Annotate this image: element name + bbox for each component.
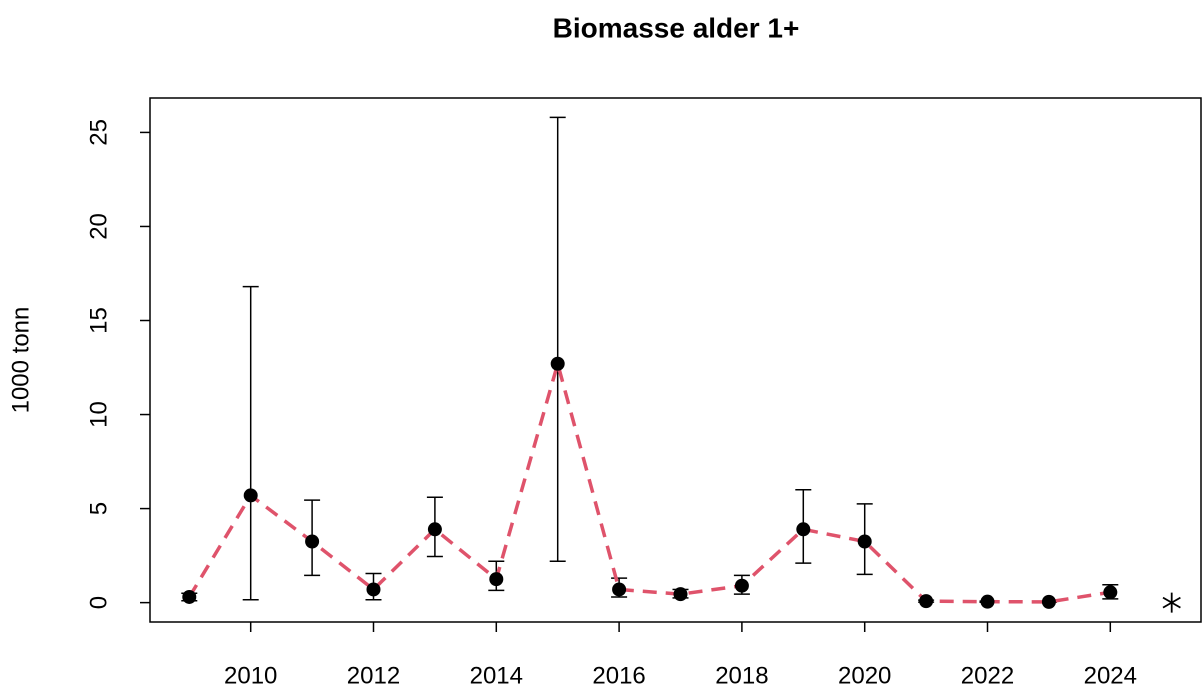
y-tick-label: 0 xyxy=(85,596,112,609)
point xyxy=(243,488,258,503)
y-tick-label: 25 xyxy=(85,119,112,146)
y-axis-label: 1000 tonn xyxy=(7,307,34,414)
point xyxy=(1103,585,1118,600)
x-tick-label: 2024 xyxy=(1084,662,1137,689)
point xyxy=(1041,594,1056,609)
y-tick-label: 5 xyxy=(85,502,112,515)
point xyxy=(305,534,320,549)
y-tick-label: 10 xyxy=(85,401,112,428)
point xyxy=(857,534,872,549)
extra-point xyxy=(1162,592,1181,613)
point xyxy=(796,522,811,537)
point xyxy=(612,582,627,597)
point xyxy=(489,572,504,587)
plot-box xyxy=(149,97,1202,623)
series-line xyxy=(187,357,1111,604)
chart-title: Biomasse alder 1+ xyxy=(553,12,800,43)
error-bar xyxy=(242,285,259,601)
point xyxy=(919,594,934,609)
point xyxy=(182,589,197,604)
x-tick-label: 2016 xyxy=(592,662,645,689)
point xyxy=(550,356,565,371)
y-tick-label: 20 xyxy=(85,213,112,240)
y-tick-label: 15 xyxy=(85,307,112,334)
point xyxy=(427,522,442,537)
point xyxy=(673,587,688,602)
point xyxy=(734,578,749,593)
x-tick-label: 2020 xyxy=(838,662,891,689)
x-tick-label: 2010 xyxy=(224,662,277,689)
asterisk-stroke xyxy=(1162,596,1181,609)
x-tick-label: 2012 xyxy=(347,662,400,689)
point xyxy=(366,582,381,597)
x-tick-label: 2022 xyxy=(961,662,1014,689)
x-tick-label: 2018 xyxy=(715,662,768,689)
x-tick-label: 2014 xyxy=(470,662,523,689)
error-bar xyxy=(549,116,566,562)
point xyxy=(980,594,995,609)
